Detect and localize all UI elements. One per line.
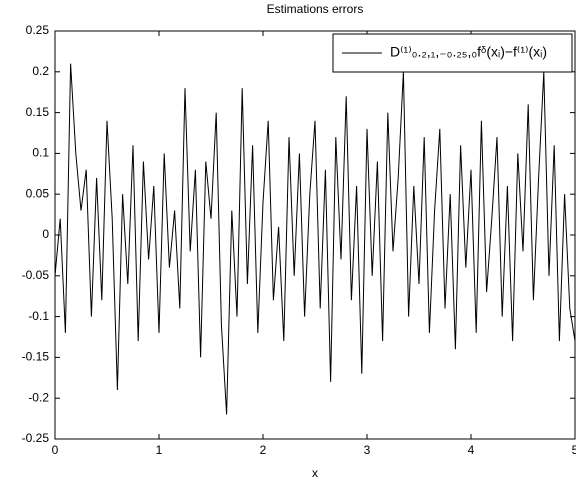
x-tick-label: 1 bbox=[156, 443, 163, 457]
x-tick-label: 4 bbox=[468, 443, 475, 457]
y-tick-label: 0 bbox=[42, 227, 49, 241]
y-tick-label: -0.05 bbox=[22, 268, 50, 282]
y-tick-label: -0.1 bbox=[28, 309, 49, 323]
y-tick-label: -0.2 bbox=[28, 390, 49, 404]
y-tick-label: -0.15 bbox=[22, 350, 50, 364]
data-line bbox=[54, 63, 576, 415]
chart-title: Estimations errors bbox=[267, 2, 364, 16]
x-tick-label: 0 bbox=[52, 443, 59, 457]
x-tick-label: 2 bbox=[260, 443, 267, 457]
y-tick-label: 0.05 bbox=[26, 186, 50, 200]
x-tick-label: 3 bbox=[364, 443, 371, 457]
y-tick-label: 0.2 bbox=[32, 64, 49, 78]
x-tick-label: 5 bbox=[572, 443, 576, 457]
legend-label: D⁽¹⁾₀.₂,₁,₋₀.₂₅,₀fᵟ(xᵢ)−f⁽¹⁾(xᵢ) bbox=[390, 44, 547, 60]
y-tick-label: -0.25 bbox=[22, 431, 50, 445]
y-tick-label: 0.25 bbox=[26, 23, 50, 37]
y-tick-label: 0.1 bbox=[32, 146, 49, 160]
plot-frame bbox=[54, 30, 576, 440]
y-tick-label: 0.15 bbox=[26, 105, 50, 119]
x-axis-label: x bbox=[312, 466, 318, 480]
